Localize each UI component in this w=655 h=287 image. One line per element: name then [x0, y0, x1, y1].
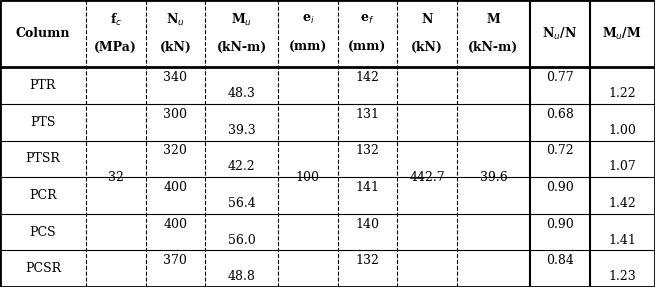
Text: 370: 370	[164, 254, 187, 267]
Text: (kN-m): (kN-m)	[217, 41, 267, 54]
Text: 42.2: 42.2	[228, 160, 255, 173]
Text: 400: 400	[163, 181, 187, 194]
Text: 39.3: 39.3	[228, 124, 255, 137]
Text: (MPa): (MPa)	[94, 41, 137, 54]
Text: 0.90: 0.90	[546, 181, 574, 194]
Text: PTSR: PTSR	[26, 152, 60, 165]
Text: 400: 400	[163, 218, 187, 230]
Text: PTR: PTR	[29, 79, 56, 92]
Text: PCR: PCR	[29, 189, 57, 202]
Text: 141: 141	[356, 181, 379, 194]
Text: 0.84: 0.84	[546, 254, 574, 267]
Text: (kN): (kN)	[411, 41, 443, 54]
Text: 32: 32	[108, 171, 124, 184]
Text: 340: 340	[163, 71, 187, 84]
Text: 300: 300	[163, 108, 187, 121]
Text: f$_c$: f$_c$	[109, 12, 122, 28]
Text: 39.6: 39.6	[479, 171, 508, 184]
Text: 131: 131	[356, 108, 379, 121]
Text: PCS: PCS	[29, 226, 56, 238]
Text: (kN): (kN)	[159, 41, 191, 54]
Text: 0.90: 0.90	[546, 218, 574, 230]
Text: (kN-m): (kN-m)	[468, 41, 519, 54]
Text: 140: 140	[356, 218, 379, 230]
Text: M$_u$/M: M$_u$/M	[603, 26, 642, 42]
Text: N$_u$/N: N$_u$/N	[542, 26, 577, 42]
Text: 0.68: 0.68	[546, 108, 574, 121]
Text: 1.00: 1.00	[608, 124, 636, 137]
Text: 132: 132	[356, 254, 379, 267]
Text: e$_i$: e$_i$	[301, 13, 314, 26]
Text: (mm): (mm)	[348, 41, 386, 54]
Text: M: M	[487, 13, 500, 26]
Text: 142: 142	[356, 71, 379, 84]
Text: 1.23: 1.23	[608, 270, 636, 283]
Text: 48.3: 48.3	[228, 87, 255, 100]
Text: N: N	[422, 13, 433, 26]
Text: 1.42: 1.42	[608, 197, 636, 210]
Text: 0.77: 0.77	[546, 71, 574, 84]
Text: 100: 100	[296, 171, 320, 184]
Text: 442.7: 442.7	[409, 171, 445, 184]
Text: e$_f$: e$_f$	[360, 13, 375, 26]
Text: 320: 320	[164, 144, 187, 157]
Text: (mm): (mm)	[289, 41, 327, 54]
Text: 0.72: 0.72	[546, 144, 574, 157]
Text: 48.8: 48.8	[228, 270, 255, 283]
Text: M$_u$: M$_u$	[231, 12, 252, 28]
Text: PCSR: PCSR	[25, 262, 61, 275]
Text: 56.0: 56.0	[228, 234, 255, 247]
Text: 1.07: 1.07	[608, 160, 636, 173]
Text: 1.41: 1.41	[608, 234, 636, 247]
Text: 1.22: 1.22	[608, 87, 636, 100]
Text: Column: Column	[16, 27, 70, 40]
Text: PTS: PTS	[30, 116, 56, 129]
Text: N$_u$: N$_u$	[166, 12, 185, 28]
Text: 132: 132	[356, 144, 379, 157]
Text: 56.4: 56.4	[228, 197, 255, 210]
